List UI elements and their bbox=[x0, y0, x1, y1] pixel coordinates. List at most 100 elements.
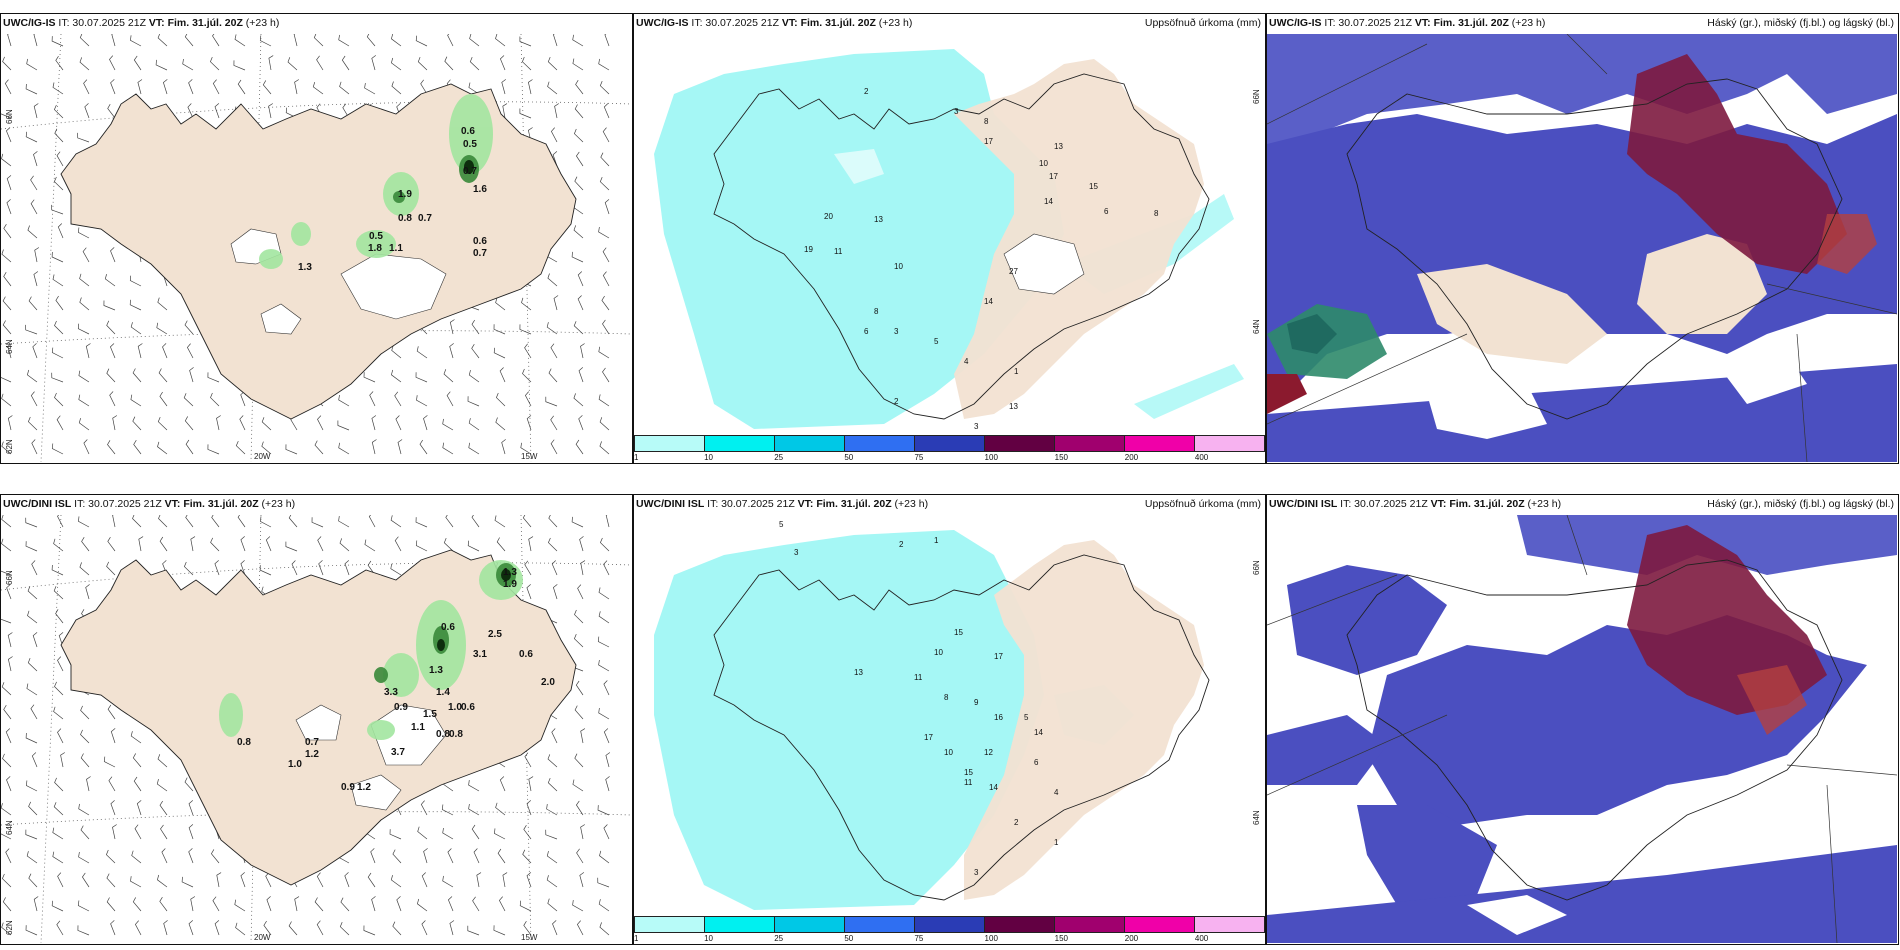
wind-barb bbox=[574, 609, 584, 624]
precip-value-label: 2.5 bbox=[488, 629, 502, 640]
valid-time: Fim. 31.júl. 20Z bbox=[183, 498, 259, 510]
lead-time: (+23 h) bbox=[245, 17, 280, 29]
wind-barb bbox=[158, 368, 168, 383]
precip-value-label: 10 bbox=[894, 262, 903, 271]
wind-barb bbox=[259, 35, 272, 47]
wind-barb bbox=[212, 79, 220, 95]
wind-barb bbox=[132, 897, 142, 912]
wind-barb bbox=[1, 538, 12, 552]
wind-barb bbox=[313, 34, 324, 47]
wind-barb bbox=[55, 56, 64, 71]
wind-barb bbox=[545, 396, 558, 407]
precip-value-label: 3 bbox=[974, 868, 979, 877]
wind-barb bbox=[1, 922, 12, 936]
wind-barb bbox=[528, 776, 534, 792]
wind-barb bbox=[106, 873, 116, 888]
wind-barb bbox=[597, 636, 610, 648]
precip-value-label: 1 bbox=[1054, 838, 1059, 847]
wind-barb bbox=[1, 377, 12, 383]
wind-barb bbox=[4, 79, 12, 95]
wind-barb bbox=[550, 127, 558, 143]
wind-barb bbox=[316, 872, 324, 888]
wind-barb bbox=[337, 420, 350, 431]
wind-barb bbox=[54, 681, 64, 696]
wind-barb bbox=[25, 517, 38, 528]
model-name: UWC/IG-IS bbox=[1269, 17, 1322, 29]
wind-barb bbox=[550, 439, 558, 455]
wind-barb bbox=[550, 415, 558, 431]
wind-barb bbox=[156, 322, 168, 335]
wind-barb bbox=[109, 343, 116, 359]
wind-barb bbox=[80, 729, 90, 744]
wind-barb bbox=[580, 824, 585, 840]
wind-map: 0.60.50.71.61.90.8 0.70.51.8 1.10.60.71.3 bbox=[1, 34, 631, 462]
precip-value-label: 1.1 bbox=[389, 243, 403, 254]
wind-barb bbox=[598, 611, 610, 624]
wind-barb bbox=[575, 80, 584, 95]
wind-barb bbox=[363, 925, 376, 936]
lat-label: 64N bbox=[1252, 810, 1261, 825]
wind-barb bbox=[56, 151, 64, 167]
precip-value-label: 0.9 bbox=[394, 702, 408, 713]
wind-barb bbox=[5, 127, 12, 143]
precip-value-label: 1.0 bbox=[448, 702, 462, 713]
wind-barb bbox=[366, 34, 376, 47]
wind-barb bbox=[111, 34, 116, 47]
wind-barb bbox=[25, 829, 38, 840]
wind-barb bbox=[599, 80, 610, 95]
wind-barb bbox=[391, 345, 402, 359]
wind-barb bbox=[449, 343, 454, 359]
wind-barb bbox=[499, 776, 506, 792]
wind-barb bbox=[5, 848, 12, 864]
precip-value-label: 10 bbox=[944, 748, 953, 757]
panel-wind-row1: UWC/IG-IS IT: 30.07.2025 21Z VT: Fim. 31… bbox=[0, 13, 633, 464]
wind-barb bbox=[57, 728, 64, 744]
wind-barb bbox=[605, 752, 611, 768]
wind-barb bbox=[476, 872, 482, 888]
wind-barb bbox=[235, 440, 246, 455]
wind-barb bbox=[130, 322, 142, 335]
wind-barb bbox=[442, 875, 454, 888]
wind-barb bbox=[552, 920, 558, 936]
colorbar-label: 10 bbox=[704, 934, 714, 943]
wind-barb bbox=[52, 274, 64, 287]
wind-barb bbox=[27, 369, 38, 383]
wind-barb bbox=[521, 297, 532, 311]
colorbar-swatch bbox=[915, 436, 985, 451]
colorbar-swatch bbox=[1055, 917, 1125, 932]
wind-barb bbox=[51, 36, 64, 47]
wind-barb bbox=[604, 34, 610, 47]
wind-barb bbox=[159, 800, 168, 816]
wind-barb bbox=[54, 392, 64, 407]
lat-label: 66N bbox=[1252, 560, 1261, 575]
precip-value-label: 5 bbox=[779, 520, 784, 529]
precip-value-label: 1.9 bbox=[398, 189, 412, 200]
precip-value-label: 1.3 bbox=[429, 665, 443, 676]
wind-barb bbox=[528, 536, 534, 552]
wind-barb bbox=[547, 81, 558, 95]
colorbar-swatch bbox=[775, 436, 845, 451]
wind-barb bbox=[547, 898, 558, 912]
wind-barb bbox=[184, 777, 194, 792]
wind-barb bbox=[363, 372, 376, 383]
wind-barb bbox=[183, 561, 194, 576]
wind-barb bbox=[1, 618, 12, 624]
wind-barb bbox=[55, 295, 64, 311]
lead-time: (+23 h) bbox=[1527, 498, 1562, 510]
wind-barb bbox=[34, 247, 40, 263]
precip-value-label: 19 bbox=[804, 245, 813, 254]
wind-barb bbox=[81, 537, 90, 552]
wind-barb bbox=[394, 536, 402, 552]
wind-barb bbox=[571, 516, 584, 528]
wind-barb bbox=[79, 34, 90, 47]
wind-barb bbox=[188, 824, 194, 840]
precip-value-label: 13 bbox=[854, 668, 863, 677]
wind-barb bbox=[235, 922, 246, 936]
wind-barb bbox=[446, 391, 454, 407]
lead-time: (+23 h) bbox=[1511, 17, 1546, 29]
colorbar-label: 150 bbox=[1054, 934, 1069, 943]
wind-barb bbox=[190, 896, 196, 912]
precip-value-label: 0.7 bbox=[305, 737, 319, 748]
wind-barb bbox=[268, 55, 274, 71]
